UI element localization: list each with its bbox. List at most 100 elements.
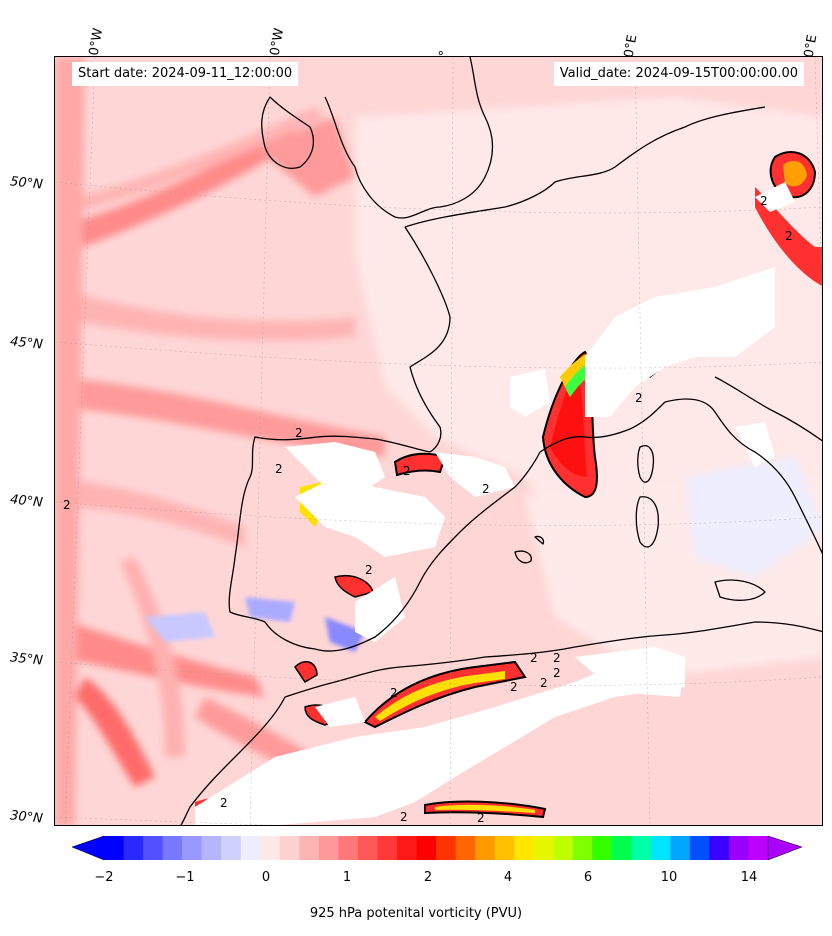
contour-label: 2 [295,426,303,440]
colorbar-cell [572,836,593,860]
coast-france-west [404,226,451,453]
mask-betic [355,577,405,642]
contour-label: 2 [540,676,548,690]
colorbar-tick-label: −2 [94,870,114,885]
colorbar-cell [689,836,711,860]
colorbar-underflow-arrow [71,835,105,861]
contour-labels: 2 2 2 2 2 2 2 2 2 2 2 2 2 2 2 2 2 2 [63,194,793,825]
colorbar-tick-label: −1 [175,870,195,885]
masked-terrain [195,182,795,825]
colorbar-cell [338,836,359,860]
coast-north-africa [284,621,822,698]
colorbar-cell [475,836,496,860]
colorbar-cell [455,836,476,860]
strong-pv-features [195,151,822,819]
contour-label: 2 [400,810,408,824]
colorbar-cell [162,836,183,860]
map-panel: 2 2 2 2 2 2 2 2 2 2 2 2 2 2 2 2 2 2 [54,56,823,826]
colorbar-cell [553,836,574,860]
colorbar-tick-label: 14 [740,870,758,885]
contour-label: 2 [365,563,373,577]
colorbar-cell [514,836,535,860]
colorbar-title: 925 hPa potenital vorticity (PVU) [309,906,523,921]
colorbar-cell [631,836,652,860]
coast-morocco-atlantic [180,696,286,825]
colorbar [71,835,803,861]
contour-label: 2 [553,651,561,665]
colorbar-cell [221,836,242,860]
colorbar-tick-label: 4 [503,870,513,885]
coastlines [180,57,822,825]
mask-north-morocco [315,697,365,727]
mask-alps [585,267,775,417]
colorbar-overflow-arrow [767,835,803,861]
mask-pyrenees [510,369,550,417]
colorbar-cell [299,836,320,860]
colorbar-cell [396,836,418,860]
valid-date-label: Valid_date: 2024-09-15T00:00:00.00 [553,62,804,86]
colorbar-tick-label: 0 [261,870,271,885]
colorbar-cell [709,836,730,860]
cantabrian-feature [393,452,447,477]
lat-label-50n: 50°N [9,174,44,193]
contour-label: 2 [390,686,398,700]
lat-label-35n: 35°N [9,650,44,669]
colorbar-cell [201,836,222,860]
graticule [55,57,822,825]
colorbar-cell [357,836,379,860]
mask-central-europe [755,182,795,212]
coast-iberia [228,435,541,652]
coast-ireland [261,96,314,169]
coast-corsica [637,445,655,483]
mask-atlas-east [575,647,685,697]
negative-pv-patches [145,597,365,652]
colorbar-cell [318,836,339,860]
contour-label: 2 [403,464,411,478]
faint-blue-tyrrhenian [685,457,822,577]
colorbar-cell [123,836,144,860]
contour-label: 2 [530,651,538,665]
lat-label-40n: 40°N [9,492,44,511]
colorbar-cell [494,836,515,860]
colorbar-cell [260,836,281,860]
start-date-label: Start date: 2024-09-11_12:00:00 [72,62,299,86]
coast-britain [324,57,494,219]
colorbar-cell [728,836,750,860]
coast-adriatic [714,376,822,442]
contour-label: 2 [63,498,71,512]
colorbar-cell [611,836,632,860]
contour-label: 2 [275,462,283,476]
colorbar-cell [670,836,691,860]
contour-label: 2 [477,811,485,825]
mask-corsica-italy [735,422,775,467]
colorbar-tick-label: 10 [660,870,678,885]
contour-label: 2 [785,229,793,243]
colorbar-cell [650,836,671,860]
lat-label-45n: 45°N [9,334,44,353]
colorbar-tick-label: 1 [342,870,352,885]
coast-channel [404,106,766,228]
colorbar-cell [533,836,554,860]
mask-iberia-east [435,452,515,497]
contour-label: 2 [510,680,518,694]
colorbar-tick-label: 2 [423,870,433,885]
colorbar-cell [592,836,613,860]
colorbar-cell [240,836,261,860]
lat-label-30n: 30°N [9,808,44,827]
coast-gulf-lion [539,401,666,453]
coast-sicily [714,579,766,601]
contour-label: 2 [482,482,490,496]
colorbar-cells [104,836,769,860]
contour-label: 2 [635,391,643,405]
contour-label: 2 [220,796,228,810]
colorbar-cell [377,836,398,860]
colorbar-cell [182,836,203,860]
coast-balearics [514,535,545,564]
mask-iberia-central [295,477,445,557]
contour-label: 2 [553,666,561,680]
colorbar-cell [748,836,769,860]
colorbar-cell [104,836,125,860]
colorbar-cell [279,836,300,860]
potential-vorticity-field: 2 2 2 2 2 2 2 2 2 2 2 2 2 2 2 2 2 2 [55,57,822,825]
mask-atlas [195,657,685,825]
